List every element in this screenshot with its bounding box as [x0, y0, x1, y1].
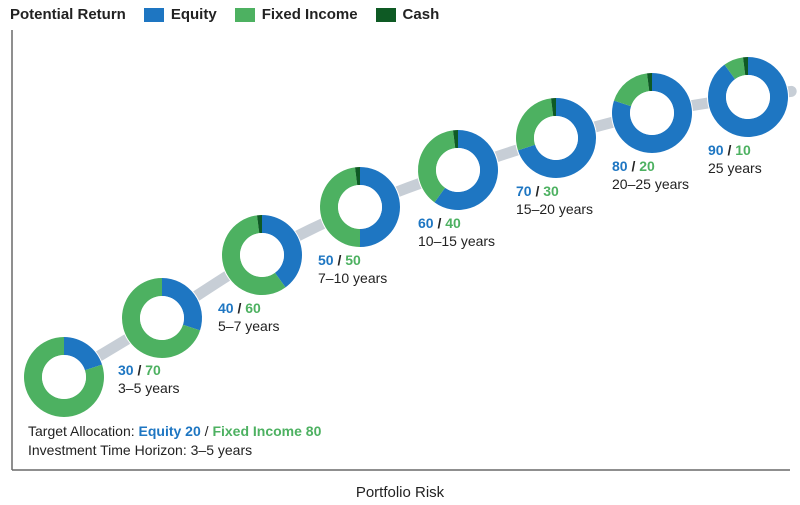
donut-caption-1: 30 / 703–5 years — [118, 362, 179, 397]
donut-2 — [221, 214, 303, 296]
donut-caption-6: 80 / 2020–25 years — [612, 158, 689, 193]
donut-hole — [630, 91, 674, 135]
risk-return-chart: Potential Return Equity Fixed Income Cas… — [0, 0, 800, 505]
donut-caption-2: 40 / 605–7 years — [218, 300, 279, 335]
donut-3 — [319, 166, 401, 248]
donut-caption-5: 70 / 3015–20 years — [516, 183, 593, 218]
donut-caption-4: 60 / 4010–15 years — [418, 215, 495, 250]
donut-hole — [534, 116, 578, 160]
donut-caption-3: 50 / 507–10 years — [318, 252, 387, 287]
donut-hole — [140, 296, 184, 340]
donut-hole — [436, 148, 480, 192]
donut-7 — [707, 56, 789, 138]
donut-hole — [42, 355, 86, 399]
donut-hole — [338, 185, 382, 229]
donut-0 — [23, 336, 105, 418]
donut-caption-0: Target Allocation: Equity 20 / Fixed Inc… — [28, 422, 321, 460]
donut-4 — [417, 129, 499, 211]
donut-hole — [240, 233, 284, 277]
donut-hole — [726, 75, 770, 119]
donut-6 — [611, 72, 693, 154]
donut-1 — [121, 277, 203, 359]
x-axis-title: Portfolio Risk — [0, 484, 800, 501]
donut-caption-7: 90 / 1025 years — [708, 142, 762, 177]
donut-5 — [515, 97, 597, 179]
